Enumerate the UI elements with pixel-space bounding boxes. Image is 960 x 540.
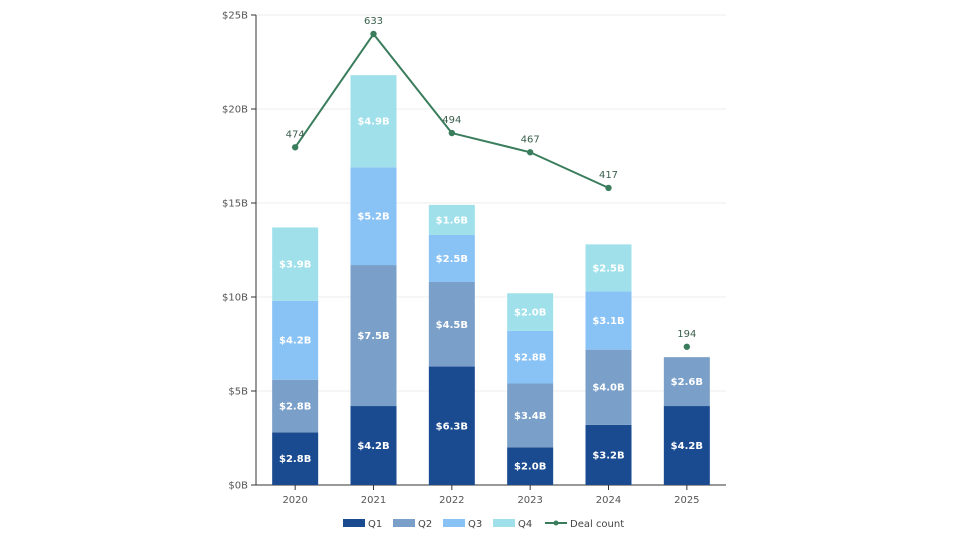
deal-count-label: 417 bbox=[599, 170, 618, 181]
bar-segment-q1 bbox=[585, 424, 632, 485]
x-tick-label: 2020 bbox=[282, 495, 307, 506]
bar-segment-q1 bbox=[428, 366, 475, 485]
deal-count-polyline bbox=[294, 32, 609, 189]
legend-swatch-q1 bbox=[343, 519, 365, 527]
deal-count-label: 474 bbox=[286, 129, 305, 140]
bar-segment-label: $4.2B bbox=[671, 441, 703, 452]
bar-segment-label: $4.9B bbox=[357, 117, 389, 128]
gridlines bbox=[256, 14, 726, 392]
legend-swatch-q4 bbox=[493, 519, 515, 527]
bar-segment-label: $3.4B bbox=[514, 411, 546, 422]
legend-label: Q1 bbox=[368, 519, 382, 530]
bar-segment-label: $7.5B bbox=[357, 331, 389, 342]
bar-segment-label: $4.2B bbox=[357, 441, 389, 452]
bar-segment-label: $4.0B bbox=[592, 383, 624, 394]
bar-segment-label: $4.5B bbox=[436, 320, 468, 331]
x-tick-label: 2021 bbox=[361, 495, 386, 506]
deal-count-point bbox=[448, 129, 456, 137]
bar-segment-q2 bbox=[507, 383, 554, 448]
bar-segment-q4 bbox=[272, 227, 319, 301]
bar-segment-q3 bbox=[585, 291, 632, 350]
y-tick-label: $20B bbox=[222, 105, 248, 116]
y-tick-label: $0B bbox=[228, 481, 248, 492]
bar-segment-label: $5.2B bbox=[357, 212, 389, 223]
deal-count-point bbox=[370, 30, 377, 38]
bar-segment-q3 bbox=[428, 234, 475, 282]
bar-segment-q4 bbox=[428, 204, 475, 235]
bar-segment-q1 bbox=[350, 406, 397, 485]
legend-label: Q4 bbox=[518, 519, 532, 530]
bar-segment-label: $4.2B bbox=[279, 336, 311, 347]
bar-segment-label: $2.0B bbox=[514, 462, 546, 473]
bar-segment-label: $1.6B bbox=[436, 215, 468, 226]
bar-segment-q4 bbox=[507, 293, 554, 331]
y-tick-label: $5B bbox=[228, 387, 248, 398]
bar-segment-q2 bbox=[663, 357, 710, 407]
bar-segment-label: $2.8B bbox=[279, 454, 311, 465]
bar-segment-label: $2.6B bbox=[671, 377, 703, 388]
bar-segment-q3 bbox=[272, 300, 319, 380]
bar-segment-q2 bbox=[428, 281, 475, 367]
legend-swatch-deal-count-marker bbox=[553, 520, 559, 526]
bar-segment-label: $2.8B bbox=[279, 402, 311, 413]
bar-segment-q4 bbox=[350, 75, 397, 168]
x-tick-label: 2022 bbox=[439, 495, 464, 506]
bar-segment-q2 bbox=[350, 265, 397, 407]
legend-swatch-q3 bbox=[443, 519, 465, 527]
deal-count-label: 494 bbox=[442, 115, 461, 126]
deal-count-point bbox=[683, 343, 691, 350]
x-tick-label: 2023 bbox=[517, 495, 542, 506]
y-tick-label: $15B bbox=[222, 199, 248, 210]
bar-segment-q3 bbox=[507, 330, 554, 384]
bar-segment-label: $2.5B bbox=[592, 263, 624, 274]
bar-segment-label: $2.5B bbox=[436, 254, 468, 265]
deal-count-point bbox=[605, 184, 612, 192]
axes: $0B $5B $10B $15B $20B $25B 2020 2021 2022 2023 20… bbox=[222, 11, 726, 506]
bar-segment-label: $2.8B bbox=[514, 353, 546, 364]
legend-label: Deal count bbox=[570, 519, 624, 530]
deal-count-label: 194 bbox=[677, 329, 696, 340]
legend-label: Q3 bbox=[468, 519, 482, 530]
x-tick-label: 2025 bbox=[674, 495, 699, 506]
bars: $2.8B $2.8B $4.2B $3.9B $4.2B $7.5B $5.2B $4.9B… bbox=[272, 75, 710, 485]
bar-segment-label: $2.0B bbox=[514, 308, 546, 319]
bar-segment-q3 bbox=[350, 167, 397, 266]
bar-segment-q1 bbox=[507, 447, 554, 485]
deal-count-line: 474 633 494 467 417 194 bbox=[286, 16, 696, 350]
deal-count-label: 633 bbox=[364, 16, 383, 27]
bar-segment-label: $3.1B bbox=[592, 316, 624, 327]
bar-segment-q2 bbox=[585, 349, 632, 425]
x-tick-label: 2024 bbox=[596, 495, 621, 506]
y-tick-label: $10B bbox=[222, 293, 248, 304]
deal-count-label: 467 bbox=[521, 134, 540, 145]
legend: Q1 Q2 Q3 Q4 Deal count bbox=[343, 519, 624, 530]
bar-segment-label: $3.2B bbox=[592, 450, 624, 461]
legend-swatch-q2 bbox=[393, 519, 415, 527]
deal-count-point bbox=[291, 144, 299, 151]
bar-segment-label: $3.9B bbox=[279, 260, 311, 271]
bar-segment-q2 bbox=[272, 379, 319, 433]
bar-segment-label: $6.3B bbox=[436, 421, 468, 432]
y-tick-label: $25B bbox=[222, 11, 248, 22]
bar-segment-q1 bbox=[663, 406, 710, 485]
legend-label: Q2 bbox=[418, 519, 432, 530]
deal-count-point bbox=[526, 149, 534, 156]
bar-segment-q1 bbox=[272, 432, 319, 485]
bar-segment-q4 bbox=[585, 244, 632, 292]
